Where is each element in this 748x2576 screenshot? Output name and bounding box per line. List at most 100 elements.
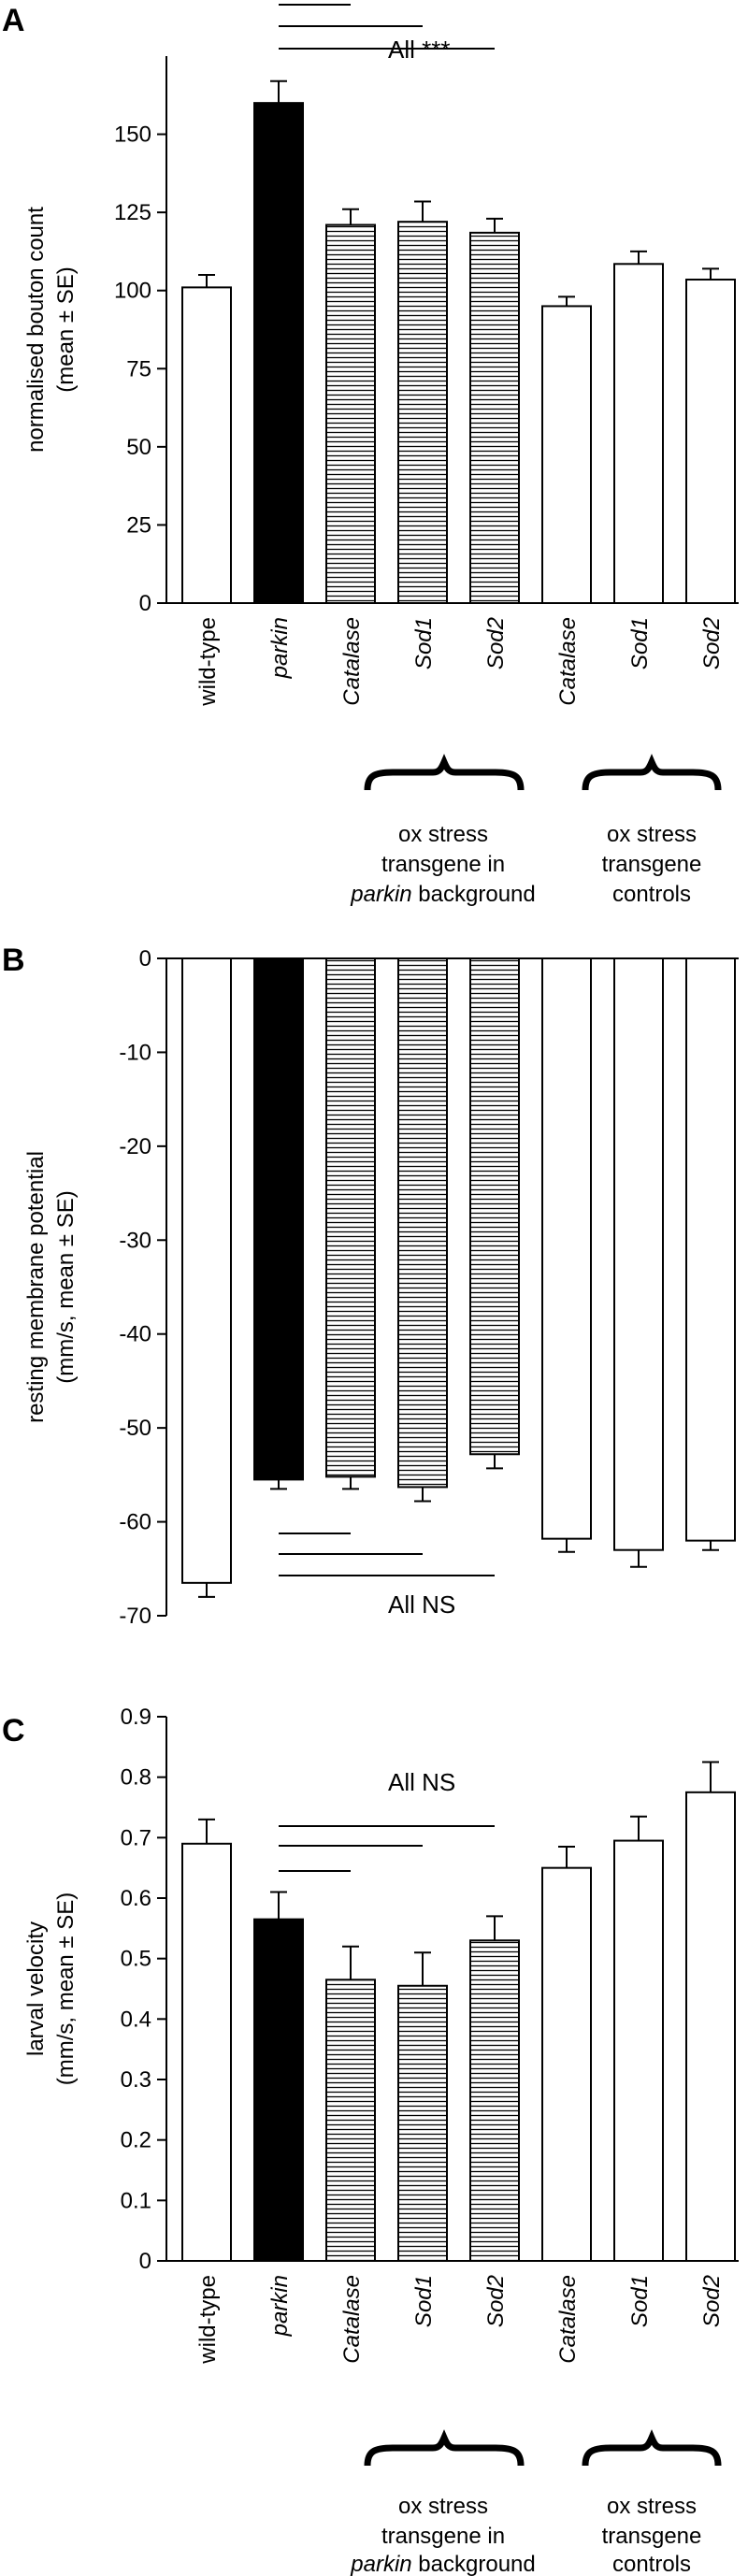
panel-c-y-axis-title-line1: larval velocity [23, 1921, 49, 2056]
panel-c-y-tick-label: 0.9 [121, 1705, 151, 1730]
panel-a-y-tick-label: 0 [139, 591, 151, 616]
panel-c-left-group-line2: transgene in [381, 2524, 505, 2549]
panel-c-right-group-brace [582, 2429, 722, 2467]
panel-b-y-tick-label: -10 [119, 1040, 151, 1065]
panel-b-y-tick-label: -40 [119, 1322, 151, 1347]
panel-c-bar [685, 1791, 736, 2263]
panel-a-category-label: wild-type [195, 617, 221, 707]
panel-b-y-tick-label: 0 [139, 946, 151, 971]
panel-b-bar [541, 957, 592, 1540]
panel-c-left-group-line3-rest: background [412, 2552, 536, 2576]
panel-b-y-tick-label: -60 [119, 1510, 151, 1535]
panel-a-left-group-line3: parkin background [350, 882, 535, 907]
panel-c-category-label: wild-type [195, 2275, 221, 2365]
panel-a-bar [685, 279, 736, 604]
panel-a-right-group-line1: ox stress [607, 822, 697, 847]
panel-a-bar [181, 286, 232, 604]
panel-c-y-tick-label: 0.3 [121, 2067, 151, 2093]
panel-c-y-tick-label: 0 [139, 2249, 151, 2274]
panel-c-category-label: Sod2 [483, 2275, 509, 2327]
panel-a-category-label: Sod1 [627, 617, 653, 669]
panel-c-y-tick-label: 0.5 [121, 1947, 151, 1972]
panel-a-left-group-line3-italic: parkin [350, 882, 411, 907]
panel-b-significance-label: All NS [388, 1590, 455, 1619]
panel-c-right-group-line2: transgene [602, 2524, 702, 2549]
panel-b-bar [469, 957, 520, 1456]
panel-a-right-group-line2: transgene [602, 852, 702, 877]
panel-b-y-axis-title-line1: resting membrane potential [23, 1151, 49, 1423]
panel-c-category-label: Sod1 [627, 2275, 653, 2327]
panel-a-bar [253, 102, 304, 604]
panel-a-y-axis-title-line2: (mean ± SE) [53, 266, 79, 393]
panel-a-y-tick-label: 75 [126, 356, 151, 381]
panel-a-y-tick-label: 25 [126, 512, 151, 538]
panel-c-chart: 0 0.1 0.2 0.3 0.4 0.5 0.6 0.7 0.8 0.9 larval veloc… [23, 1705, 739, 2365]
panel-a-bar [397, 221, 448, 605]
panel-a-bar [613, 263, 664, 604]
panel-b-bar [181, 957, 232, 1584]
panel-b-letter: B [2, 943, 25, 978]
panel-a-group-annotations: ox stress transgene in parkin background… [350, 754, 722, 907]
panel-a-category-label: Catalase [339, 617, 365, 706]
panel-a-left-group-line3-rest: background [412, 882, 536, 907]
panel-a-y-tick-label: 150 [114, 122, 151, 148]
panel-c-bar [181, 1842, 232, 2263]
panel-c-bar [325, 1979, 376, 2263]
panel-c-right-group-line1: ox stress [607, 2494, 697, 2519]
panel-a-y-tick-label: 50 [126, 435, 151, 460]
panel-c-left-group-line3-italic: parkin [350, 2552, 411, 2576]
panel-a-bar [469, 231, 520, 604]
panel-a-y-tick-label: 125 [114, 200, 151, 225]
panel-a-significance-label: All *** [388, 36, 450, 64]
panel-a-bar [325, 223, 376, 604]
panel-b-y-axis-title-line2: (mm/s, mean ± SE) [53, 1190, 79, 1384]
panel-b-bar [325, 957, 376, 1478]
panel-a-y-tick-label: 100 [114, 279, 151, 304]
panel-c-bar [253, 1918, 304, 2262]
panel-b-chart: 0 -10 -20 -30 -40 -50 -60 -70 resting membrane p… [23, 946, 739, 1629]
panel-a-right-group-brace [582, 754, 722, 791]
panel-a-category-label: Catalase [555, 617, 581, 706]
panel-a-y-axis-title-line1: normalised bouton count [23, 207, 49, 453]
panel-c-y-tick-label: 0.8 [121, 1765, 151, 1791]
panel-a-category-label: Sod1 [411, 617, 437, 669]
panel-c-bar [541, 1866, 592, 2262]
panel-a-left-group-line2: transgene in [381, 852, 505, 877]
panel-a-letter: A [2, 3, 25, 38]
panel-c-y-axis-title-line2: (mm/s, mean ± SE) [53, 1892, 79, 2086]
panel-c-left-group-line1: ox stress [398, 2494, 488, 2519]
panel-c-y-tick-label: 0.4 [121, 2007, 151, 2032]
panel-a-category-label: Sod2 [483, 617, 509, 669]
panel-a-right-group-line3: controls [612, 882, 691, 907]
panel-a-category-label: parkin [267, 617, 293, 679]
panel-b-y-tick-label: -50 [119, 1416, 151, 1441]
panel-a-category-label: Sod2 [699, 617, 725, 669]
panel-c-category-label: Catalase [555, 2275, 581, 2364]
panel-a-left-group-line1: ox stress [398, 822, 488, 847]
panel-b-bar [397, 957, 448, 1489]
panel-c-category-label: Catalase [339, 2275, 365, 2364]
panel-b-y-tick-label: -20 [119, 1134, 151, 1159]
panel-c-left-group-brace [364, 2429, 525, 2467]
panel-c-y-tick-label: 0.2 [121, 2128, 151, 2153]
panel-c-letter: C [2, 1713, 25, 1749]
panel-c-bar [397, 1984, 448, 2262]
panel-c-significance-label: All NS [388, 1768, 455, 1796]
panel-c-right-group-line3: controls [612, 2552, 691, 2576]
panel-c-category-label: parkin [267, 2275, 293, 2337]
panel-c-y-tick-label: 0.6 [121, 1886, 151, 1911]
panel-c-category-label: Sod2 [699, 2275, 725, 2327]
panel-c-category-label: Sod1 [411, 2275, 437, 2327]
panel-b-bar [613, 957, 664, 1551]
panel-b-y-tick-label: -70 [119, 1604, 151, 1629]
panel-c-bar [469, 1939, 520, 2262]
panel-a-bar [541, 305, 592, 604]
panel-b-bar [253, 957, 304, 1481]
panel-c-y-tick-label: 0.1 [121, 2188, 151, 2213]
panel-b-y-tick-label: -30 [119, 1228, 151, 1253]
panel-c-bar [613, 1839, 664, 2262]
panel-c-y-tick-label: 0.7 [121, 1825, 151, 1850]
panel-b-bar [685, 957, 736, 1542]
panel-a-chart: 0 25 50 75 100 125 150 normalised bouton count(… [23, 4, 739, 707]
